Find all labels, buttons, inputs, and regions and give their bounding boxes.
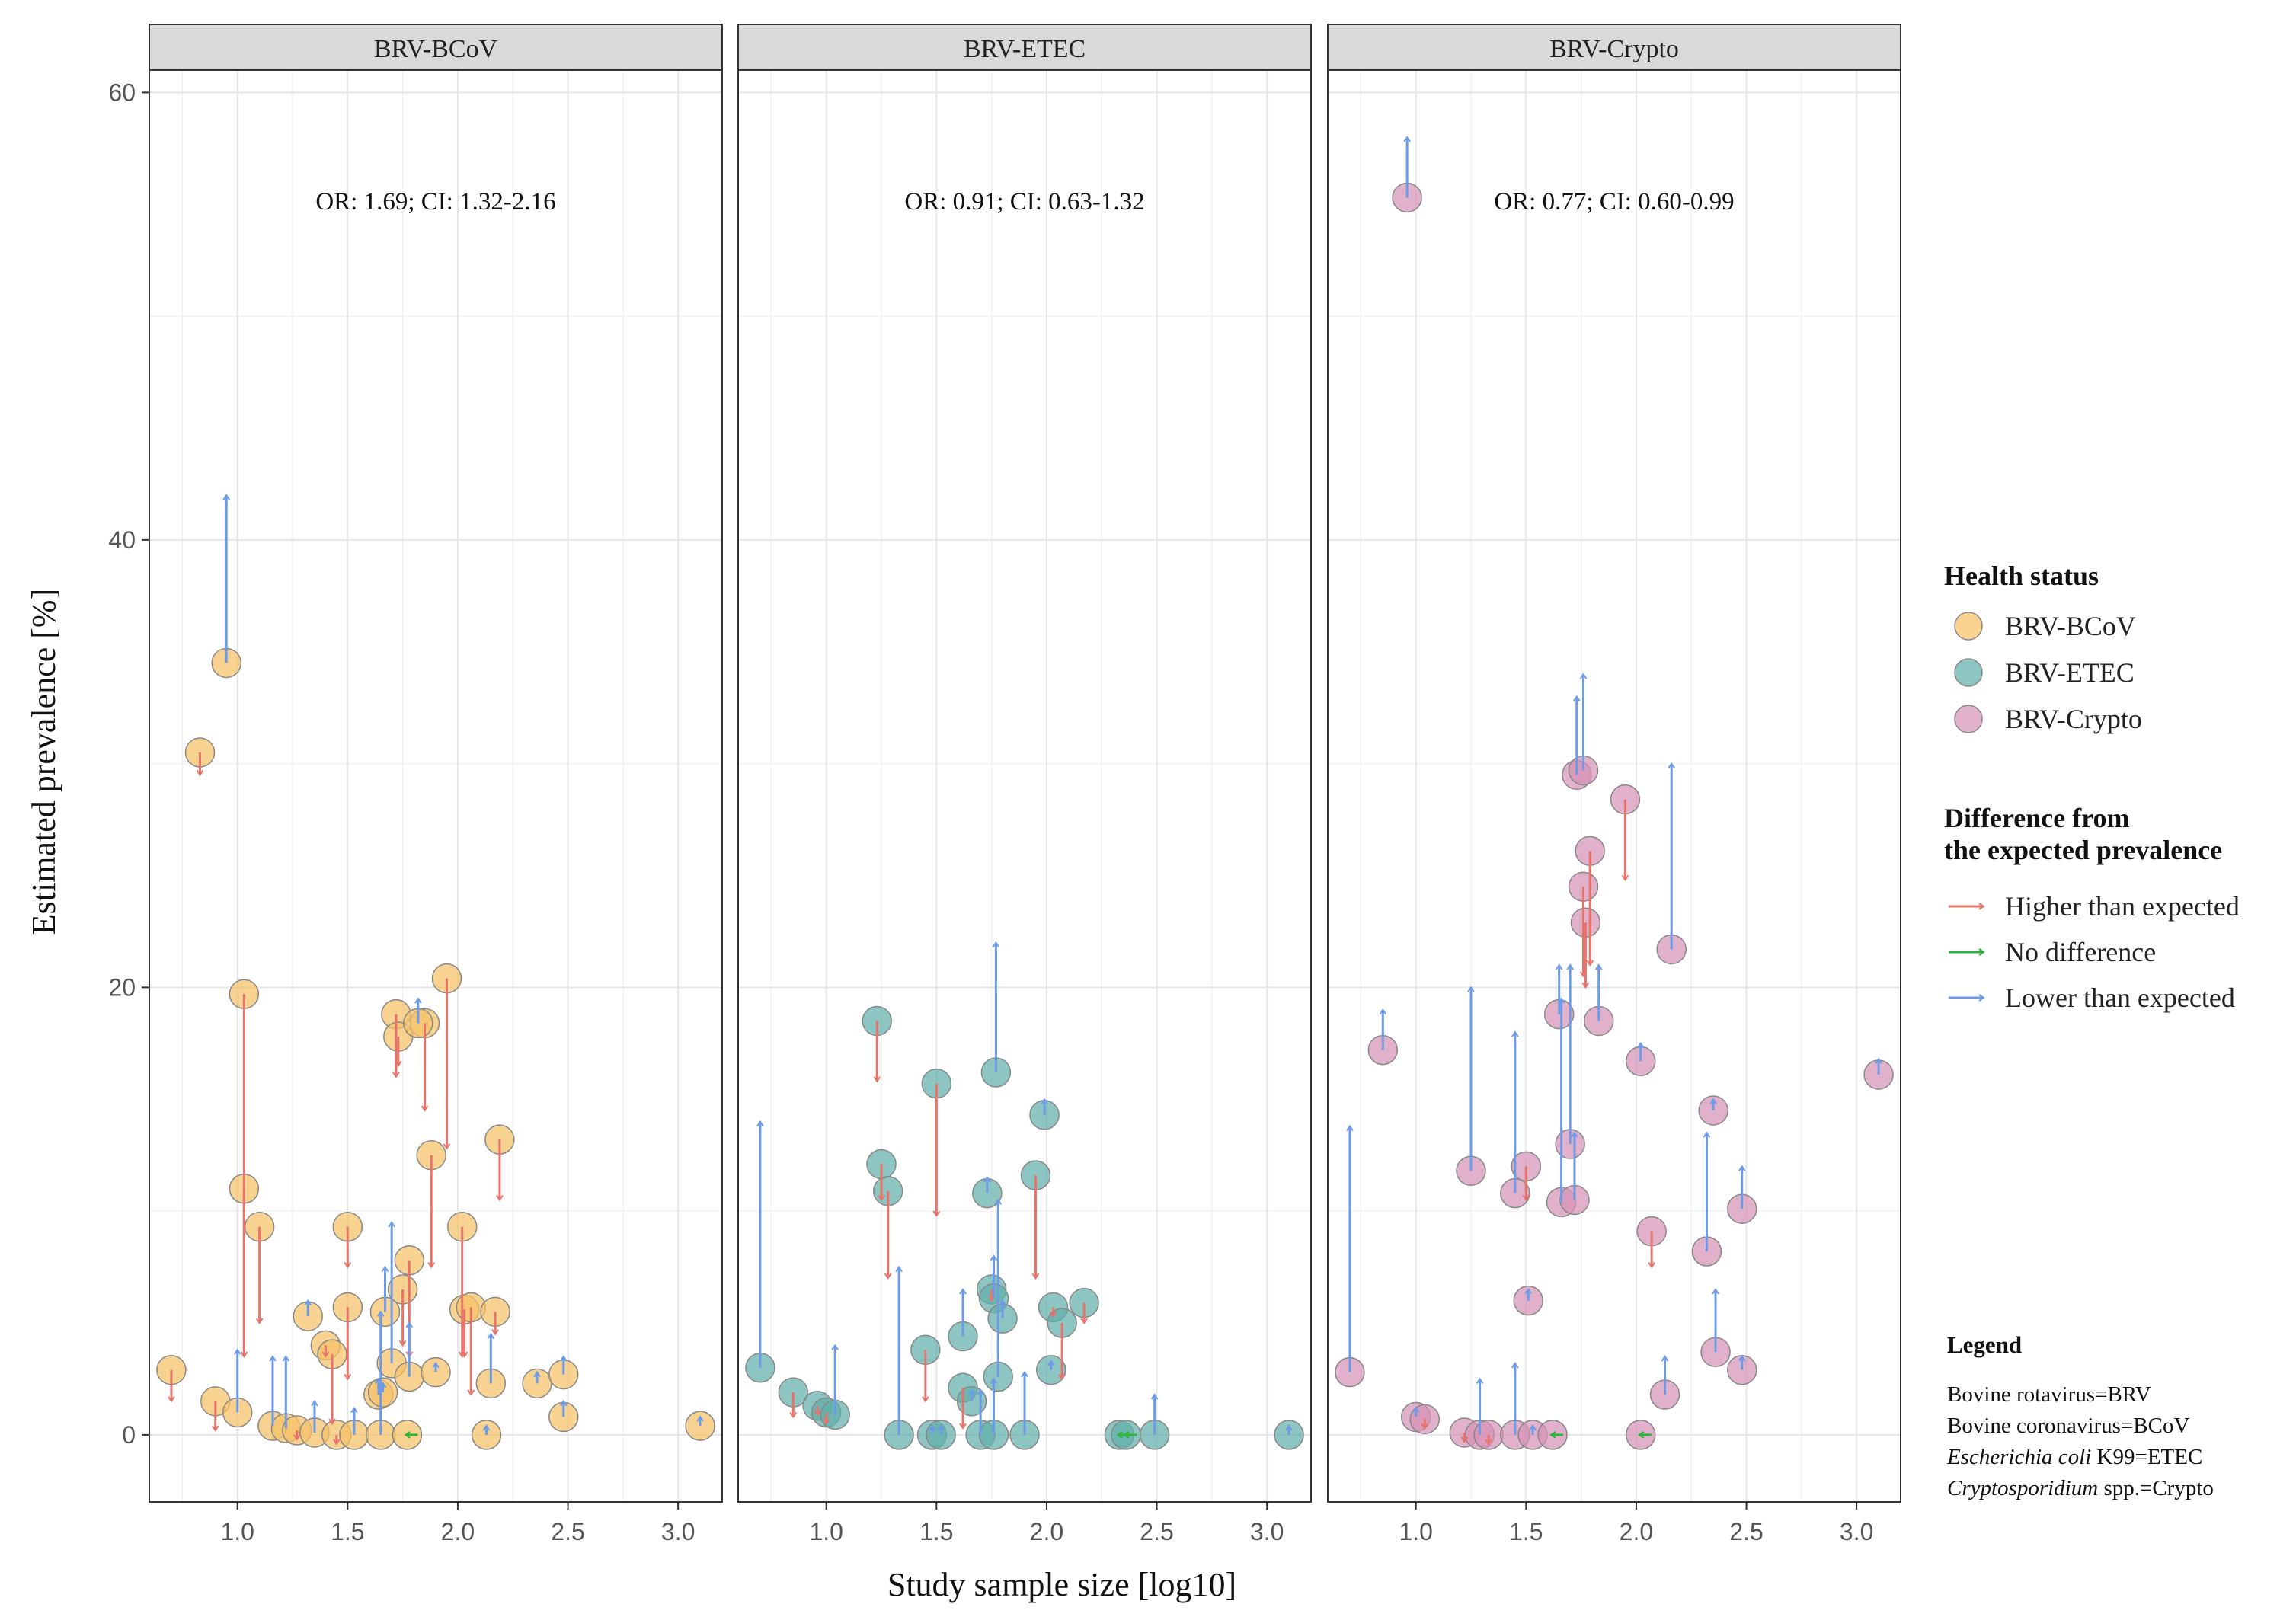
legend-swatch-brv-crypto	[1954, 705, 1983, 733]
facet-strip-label: BRV-ETEC	[964, 35, 1086, 63]
panel-brv-bcov: BRV-BCoV OR: 1.69; CI: 1.32-2.16 1.0 1.5 2.0…	[149, 24, 723, 1545]
gridlines	[738, 70, 1311, 1502]
x-tick-label: 2.0	[441, 1518, 475, 1545]
note-crypto-rest: spp.=Crypto	[2098, 1476, 2214, 1500]
x-tick-label: 1.0	[220, 1518, 254, 1545]
y-axis-title: Estimated prevalence [%]	[25, 589, 62, 935]
legend-health-title: Health status	[1944, 561, 2099, 591]
abbreviation-note: Legend Bovine rotavirus=BRV Bovine coron…	[1946, 1331, 2214, 1500]
panel-background	[1328, 70, 1901, 1502]
panel-border	[737, 69, 1312, 1503]
x-tick-label: 1.5	[331, 1518, 364, 1545]
note-title: Legend	[1947, 1331, 2022, 1358]
note-line-crypto: Cryptosporidium spp.=Crypto	[1947, 1476, 2214, 1500]
x-tick-label: 2.5	[1140, 1518, 1173, 1545]
odds-ratio-annotation: OR: 0.91; CI: 0.63-1.32	[904, 188, 1144, 216]
legend-diff-title-line1: Difference from	[1944, 803, 2130, 833]
legend-diff-label-none: No difference	[2005, 937, 2156, 967]
legend-swatch-brv-etec	[1954, 658, 1983, 687]
legend-label-brv-crypto: BRV-Crypto	[2005, 704, 2142, 734]
y-axis: 0 20 40 60	[108, 78, 149, 1449]
x-tick-label: 3.0	[1250, 1518, 1284, 1545]
x-tick-label: 1.5	[919, 1518, 953, 1545]
note-line-brv: Bovine rotavirus=BRV	[1947, 1382, 2151, 1407]
x-tick-label: 2.0	[1030, 1518, 1063, 1545]
x-tick-label: 1.0	[809, 1518, 843, 1545]
panel-border	[149, 69, 723, 1503]
x-tick-label: 2.5	[551, 1518, 584, 1545]
difference-arrows	[1346, 136, 1882, 1446]
odds-ratio-annotation: OR: 1.69; CI: 1.32-2.16	[315, 188, 555, 216]
x-tick-label: 3.0	[1840, 1518, 1873, 1545]
legend-label-brv-bcov: BRV-BCoV	[2005, 611, 2136, 641]
facet-strip	[149, 24, 723, 71]
panel-brv-crypto: BRV-Crypto OR: 0.77; CI: 0.60-0.99 1.0 1.5 2…	[1327, 24, 1901, 1545]
panel-background	[738, 70, 1311, 1502]
x-axis-title: Study sample size [log10]	[887, 1566, 1236, 1603]
x-tick-label: 2.5	[1729, 1518, 1763, 1545]
x-tick-label: 1.5	[1509, 1518, 1543, 1545]
note-etec-italic: Escherichia coli	[1946, 1445, 2091, 1469]
legend-swatch-brv-bcov	[1954, 612, 1983, 641]
note-crypto-italic: Cryptosporidium	[1947, 1476, 2098, 1500]
legend-diff-title-line2: the expected prevalence	[1944, 835, 2222, 865]
y-tick-label: 60	[108, 78, 136, 106]
x-tick-label: 3.0	[661, 1518, 695, 1545]
panel-background	[149, 70, 722, 1502]
facet-strip-label: BRV-BCoV	[374, 35, 498, 63]
gridlines	[1328, 70, 1901, 1502]
facet-strip	[1327, 24, 1901, 71]
difference-arrows	[168, 494, 704, 1446]
legend: Health status BRV-BCoV BRV-ETEC BRV-Crypto…	[1944, 561, 2240, 1013]
facet-strip	[737, 24, 1312, 71]
panel-border	[1327, 69, 1901, 1503]
odds-ratio-annotation: OR: 0.77; CI: 0.60-0.99	[1494, 188, 1734, 216]
facet-strip-label: BRV-Crypto	[1549, 35, 1679, 63]
y-tick-label: 0	[122, 1421, 136, 1449]
panel-brv-etec: BRV-ETEC OR: 0.91; CI: 0.63-1.32 1.0 1.5 2.0…	[737, 24, 1312, 1545]
note-etec-rest: K99=ETEC	[2091, 1445, 2202, 1469]
legend-label-brv-etec: BRV-ETEC	[2005, 657, 2135, 688]
difference-arrows	[756, 941, 1293, 1439]
legend-diff-label-higher: Higher than expected	[2005, 891, 2240, 922]
legend-diff-label-lower: Lower than expected	[2005, 983, 2235, 1013]
x-tick-label: 2.0	[1620, 1518, 1653, 1545]
y-tick-label: 20	[108, 973, 136, 1001]
y-tick-label: 40	[108, 526, 136, 554]
note-line-bcov: Bovine coronavirus=BCoV	[1947, 1414, 2189, 1438]
note-line-etec: Escherichia coli K99=ETEC	[1946, 1445, 2202, 1469]
x-tick-label: 1.0	[1399, 1518, 1432, 1545]
